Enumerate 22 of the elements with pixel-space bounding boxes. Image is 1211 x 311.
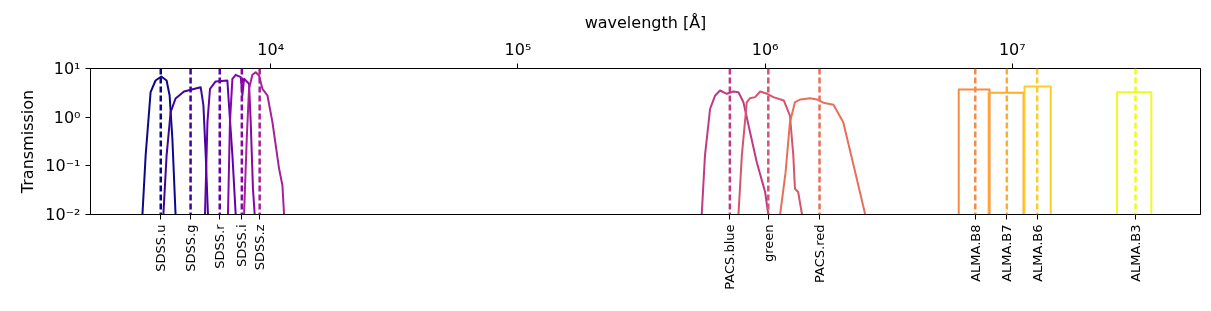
x-tick-label: 10⁶ bbox=[751, 39, 779, 59]
ref-line-label: green bbox=[760, 224, 776, 263]
ref-line-label: ALMA.B7 bbox=[999, 224, 1015, 282]
ref-line-label: SDSS.i bbox=[234, 224, 250, 268]
ref-line-label: SDSS.g bbox=[183, 224, 199, 272]
ref-line-label: SDSS.r bbox=[212, 223, 228, 269]
y-axis-title: Transmission bbox=[18, 89, 38, 195]
x-tick-label: 10⁷ bbox=[998, 39, 1026, 59]
y-tick-label: 10¹ bbox=[53, 59, 81, 78]
x-axis-title: wavelength [Å] bbox=[584, 12, 707, 32]
y-tick-label: 10⁻² bbox=[45, 205, 81, 224]
x-tick-label: 10⁴ bbox=[257, 39, 285, 59]
ref-line-label: ALMA.B6 bbox=[1029, 224, 1045, 282]
ref-line-label: SDSS.u bbox=[153, 224, 169, 272]
ref-line-label: SDSS.z bbox=[252, 224, 268, 271]
ref-line-label: ALMA.B8 bbox=[967, 224, 983, 282]
y-tick-label: 10⁰ bbox=[53, 107, 81, 127]
ref-line-label: PACS.red bbox=[812, 224, 828, 283]
ref-line-label: ALMA.B3 bbox=[1128, 224, 1144, 282]
ref-line-label: PACS.blue bbox=[722, 224, 738, 290]
y-tick-label: 10⁻¹ bbox=[45, 156, 81, 176]
x-tick-label: 10⁵ bbox=[504, 39, 532, 59]
